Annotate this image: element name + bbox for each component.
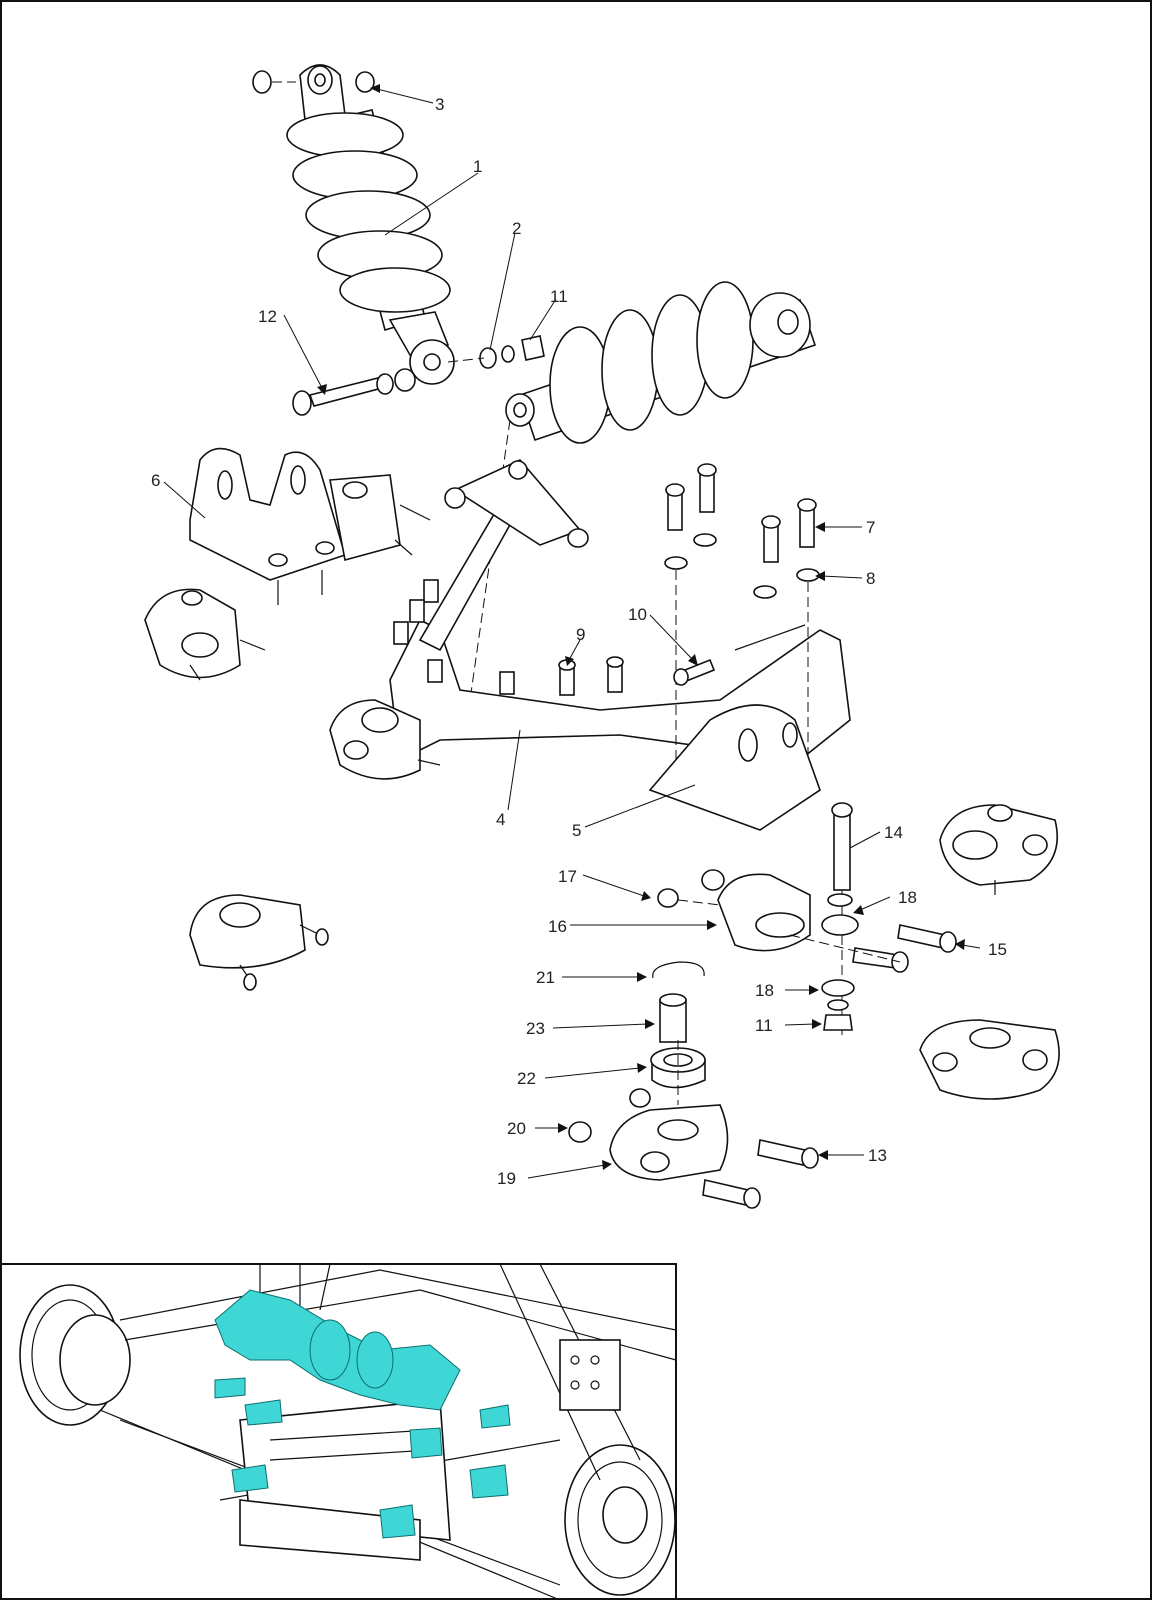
callout-19: 19 [497,1169,516,1188]
part-6-mount-bracket [189,447,346,605]
callout-1: 1 [473,157,482,176]
part-14-bolt [831,802,853,1040]
callout-11: 11 [550,287,568,306]
part-10-bolt [673,658,716,686]
callout-labels: 3 1 2 11 12 6 7 8 10 9 4 5 14 17 18 16 1… [151,95,1007,1188]
part-12-long-bolt [292,368,416,416]
callout-2: 2 [512,219,521,238]
part-16-clevis-cluster [657,869,957,973]
callout-16: 16 [548,917,567,936]
part-5-bracket-plate [648,704,821,831]
part-3-nuts [252,70,375,94]
callout-10: 10 [628,605,647,624]
callout-12: 12 [258,307,277,326]
part-19-upright-part-20-spacers [568,1040,819,1209]
callout-18-lower: 18 [755,981,774,1000]
leader-lines [163,84,981,1179]
callout-11-lower: 11 [755,1016,773,1035]
part-22-bearing [650,1047,706,1089]
callout-5: 5 [572,821,581,840]
callout-3: 3 [435,95,444,114]
callout-13: 13 [868,1146,887,1165]
rubber-mount-upper [329,474,431,562]
callout-9: 9 [576,625,585,644]
callout-7: 7 [866,518,875,537]
part-18-bushing-part-11-nut-lower [821,979,855,1031]
callout-14: 14 [884,823,903,842]
callout-6: 6 [151,471,160,490]
rubber-mount-left-lower [189,894,329,991]
callout-23: 23 [526,1019,545,1038]
rubber-mount-right-upper [939,804,1059,895]
callout-21: 21 [536,968,555,987]
callout-17: 17 [558,867,577,886]
part-21-circlip [652,961,705,979]
rubber-mount-right-lower [919,1019,1060,1100]
coilover-shock-assembled [469,281,817,701]
callout-22: 22 [517,1069,536,1088]
part-23-sleeve [659,993,687,1043]
part-2-spacer-and-part-11-nut [447,335,545,369]
callout-4: 4 [496,810,505,829]
vehicle-context-inset [0,1263,677,1600]
callout-20: 20 [507,1119,526,1138]
callout-8: 8 [866,569,875,588]
part-7-bolts-part-8-washers [664,463,820,780]
part-1-coilover-shock [286,64,455,385]
callout-15: 15 [988,940,1007,959]
callout-18-upper: 18 [898,888,917,907]
rubber-mount-left [144,588,266,681]
